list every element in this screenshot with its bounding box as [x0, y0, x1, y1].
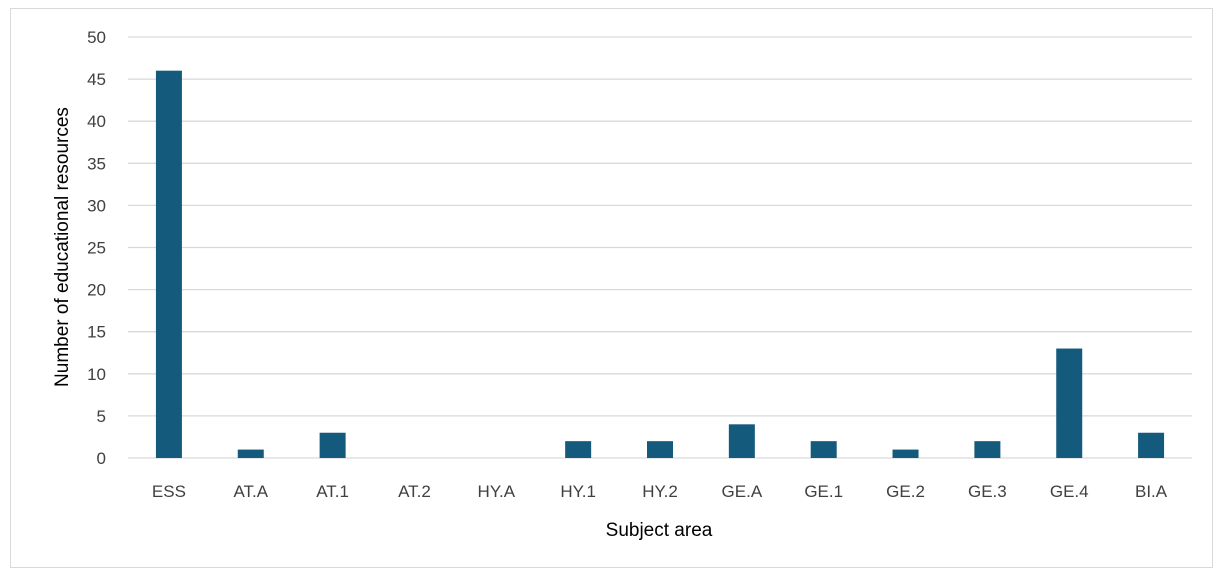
y-tick-label: 50 — [87, 28, 106, 47]
bar-ge-a — [728, 424, 755, 458]
x-tick-label: GE.1 — [804, 482, 843, 501]
x-tick-label: GE.3 — [968, 482, 1007, 501]
y-tick-label: 5 — [97, 407, 106, 426]
bar-bi-a — [1138, 432, 1165, 458]
y-tick-label: 15 — [87, 323, 106, 342]
bar-hy-2 — [647, 441, 673, 458]
bar-ess — [155, 70, 182, 459]
y-tick-label: 0 — [97, 449, 106, 468]
x-tick-label: HY.2 — [642, 482, 678, 501]
bar-at-1 — [319, 432, 346, 458]
y-tick-label: 40 — [87, 112, 106, 131]
x-tick-label: BI.A — [1135, 482, 1168, 501]
bar-ge-1 — [810, 441, 837, 458]
x-axis-title: Subject area — [606, 520, 713, 541]
bar-ge-3 — [974, 441, 1001, 458]
y-axis-title: Number of educational resources — [52, 107, 73, 387]
gridlines — [128, 36, 1192, 459]
chart-frame — [10, 8, 1213, 568]
x-tick-label: ESS — [152, 482, 186, 501]
y-tick-labels: 0 5 10 15 20 25 30 35 40 45 50 — [87, 28, 106, 468]
x-tick-labels: ESS AT.A AT.1 AT.2 HY.A HY.1 HY.2 GE.A GE.1 GE.2 G… — [152, 482, 1168, 501]
x-tick-label: GE.2 — [886, 482, 925, 501]
y-tick-label: 20 — [87, 281, 106, 300]
x-tick-label: AT.2 — [398, 482, 431, 501]
x-tick-label: AT.A — [233, 482, 268, 501]
y-tick-label: 25 — [87, 239, 106, 258]
y-tick-label: 35 — [87, 154, 106, 173]
y-tick-label: 45 — [87, 70, 106, 89]
x-tick-label: HY.A — [478, 482, 516, 501]
bars — [155, 70, 1165, 459]
bar-hy-1 — [565, 441, 592, 458]
bar-ge-2 — [892, 449, 919, 458]
x-tick-label: AT.1 — [316, 482, 349, 501]
x-tick-label: GE.4 — [1050, 482, 1089, 501]
bar-ge-4 — [1056, 348, 1083, 458]
x-tick-label: GE.A — [722, 482, 763, 501]
y-tick-label: 10 — [87, 365, 106, 384]
x-tick-label: HY.1 — [560, 482, 596, 501]
bar-at-a — [237, 449, 264, 458]
y-tick-label: 30 — [87, 196, 106, 215]
